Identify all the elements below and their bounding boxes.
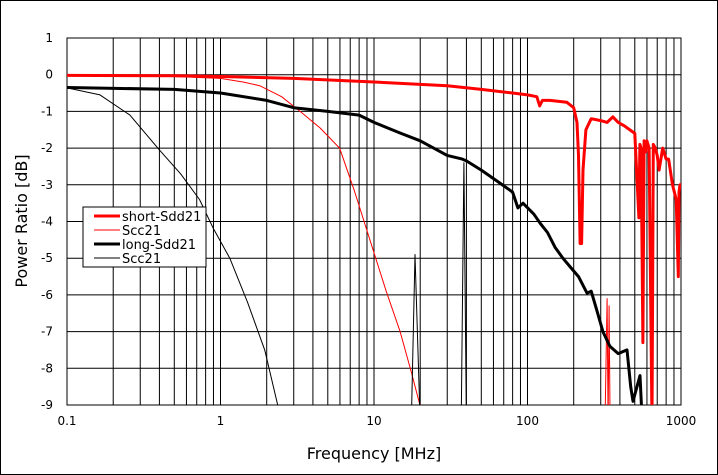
series-lines [67, 73, 681, 405]
y-tick-label: 1 [45, 31, 53, 45]
y-tick-label: -7 [41, 325, 53, 339]
legend-label: Scc21 [122, 252, 161, 267]
legend-label: long-Sdd21 [122, 238, 196, 253]
x-axis-label: Frequency [MHz] [307, 444, 441, 463]
series-line-4 [67, 87, 467, 405]
legend-label: short-Sdd21 [122, 210, 201, 225]
y-tick-label: -6 [41, 288, 53, 302]
y-tick-label: -8 [41, 361, 53, 375]
y-axis-label: Power Ratio [dB] [12, 154, 31, 287]
x-tick-label: 0.1 [57, 414, 76, 428]
y-tick-label: 0 [45, 68, 53, 82]
y-tick-label: -1 [41, 104, 53, 118]
y-tick-label: -3 [41, 178, 53, 192]
legend-label: Scc21 [122, 224, 161, 239]
y-tick-label: -5 [41, 251, 53, 265]
y-tick-label: -9 [41, 398, 53, 412]
y-tick-label: -4 [41, 215, 53, 229]
series-line-1 [67, 73, 681, 405]
y-tick-label: -2 [41, 141, 53, 155]
series-line-3 [67, 86, 643, 405]
x-tick-label: 1 [217, 414, 225, 428]
x-tick-label: 10 [366, 414, 381, 428]
x-tick-label: 100 [516, 414, 539, 428]
x-tick-label: 1000 [666, 414, 697, 428]
